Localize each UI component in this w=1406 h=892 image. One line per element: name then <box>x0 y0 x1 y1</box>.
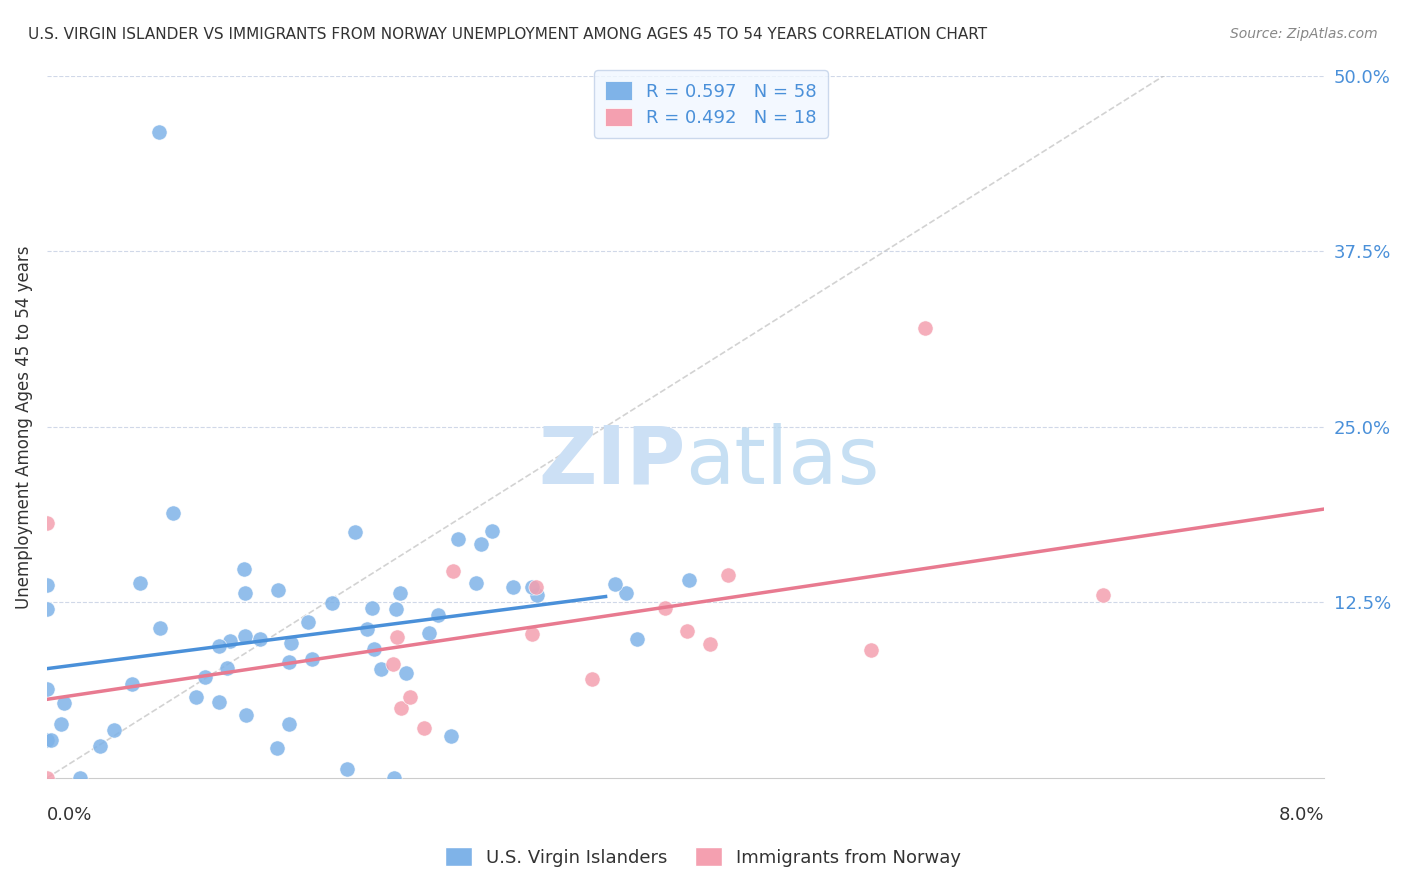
Point <box>35 771 58 785</box>
Point <box>363 642 385 657</box>
Point <box>520 581 543 595</box>
Point <box>52 696 75 710</box>
Point <box>321 597 343 611</box>
Point <box>470 537 492 551</box>
Point <box>399 690 422 704</box>
Point <box>35 578 58 592</box>
Point <box>233 562 256 576</box>
Point <box>389 586 412 600</box>
Point <box>193 670 215 684</box>
Point <box>208 639 231 653</box>
Point <box>208 695 231 709</box>
Point <box>502 580 524 594</box>
Point <box>526 588 548 602</box>
Point <box>603 577 626 591</box>
Point <box>267 583 290 598</box>
Point <box>447 532 470 546</box>
Legend: U.S. Virgin Islanders, Immigrants from Norway: U.S. Virgin Islanders, Immigrants from N… <box>437 840 969 874</box>
Point <box>121 677 143 691</box>
Point <box>395 666 418 681</box>
Point <box>149 621 172 635</box>
Point <box>418 626 440 640</box>
Point <box>356 622 378 636</box>
Point <box>233 630 256 644</box>
Text: 8.0%: 8.0% <box>1278 806 1324 824</box>
Point <box>280 635 302 649</box>
Point <box>219 633 242 648</box>
Point <box>301 652 323 666</box>
Text: U.S. VIRGIN ISLANDER VS IMMIGRANTS FROM NORWAY UNEMPLOYMENT AMONG AGES 45 TO 54 : U.S. VIRGIN ISLANDER VS IMMIGRANTS FROM … <box>28 27 987 42</box>
Point <box>385 630 408 644</box>
Point <box>129 575 152 590</box>
Point <box>389 701 412 715</box>
Point <box>35 602 58 616</box>
Point <box>69 771 91 785</box>
Point <box>1091 588 1114 602</box>
Y-axis label: Unemployment Among Ages 45 to 54 years: Unemployment Among Ages 45 to 54 years <box>15 245 32 608</box>
Point <box>440 730 463 744</box>
Point <box>481 524 503 538</box>
Point <box>443 564 465 578</box>
Point <box>148 125 170 139</box>
Point <box>235 708 257 723</box>
Point <box>717 568 740 582</box>
Point <box>278 717 301 731</box>
Point <box>35 516 58 530</box>
Point <box>676 624 699 638</box>
Point <box>524 580 547 594</box>
Point <box>699 637 721 651</box>
Point <box>35 681 58 696</box>
Text: 0.0%: 0.0% <box>46 806 93 824</box>
Point <box>370 662 392 676</box>
Point <box>413 721 436 735</box>
Point <box>35 732 58 747</box>
Point <box>266 741 288 756</box>
Point <box>249 632 271 647</box>
Point <box>162 506 184 520</box>
Point <box>427 608 450 623</box>
Point <box>344 524 367 539</box>
Point <box>654 601 676 615</box>
Point <box>215 661 238 675</box>
Point <box>186 690 208 704</box>
Text: Source: ZipAtlas.com: Source: ZipAtlas.com <box>1230 27 1378 41</box>
Point <box>336 762 359 776</box>
Text: atlas: atlas <box>685 423 880 501</box>
Point <box>385 602 408 616</box>
Point <box>626 632 648 646</box>
Point <box>859 643 882 657</box>
Point <box>39 733 62 747</box>
Point <box>235 586 257 600</box>
Point <box>581 672 603 686</box>
Point <box>297 615 319 629</box>
Point <box>614 586 637 600</box>
Point <box>51 717 73 731</box>
Legend: R = 0.597   N = 58, R = 0.492   N = 18: R = 0.597 N = 58, R = 0.492 N = 18 <box>593 70 828 138</box>
Point <box>103 723 125 738</box>
Point <box>381 657 404 671</box>
Point <box>464 575 486 590</box>
Point <box>278 655 301 669</box>
Point <box>914 321 936 335</box>
Text: ZIP: ZIP <box>538 423 685 501</box>
Point <box>678 573 700 587</box>
Point <box>361 600 384 615</box>
Point <box>522 627 544 641</box>
Point <box>89 739 111 754</box>
Point <box>384 771 406 785</box>
